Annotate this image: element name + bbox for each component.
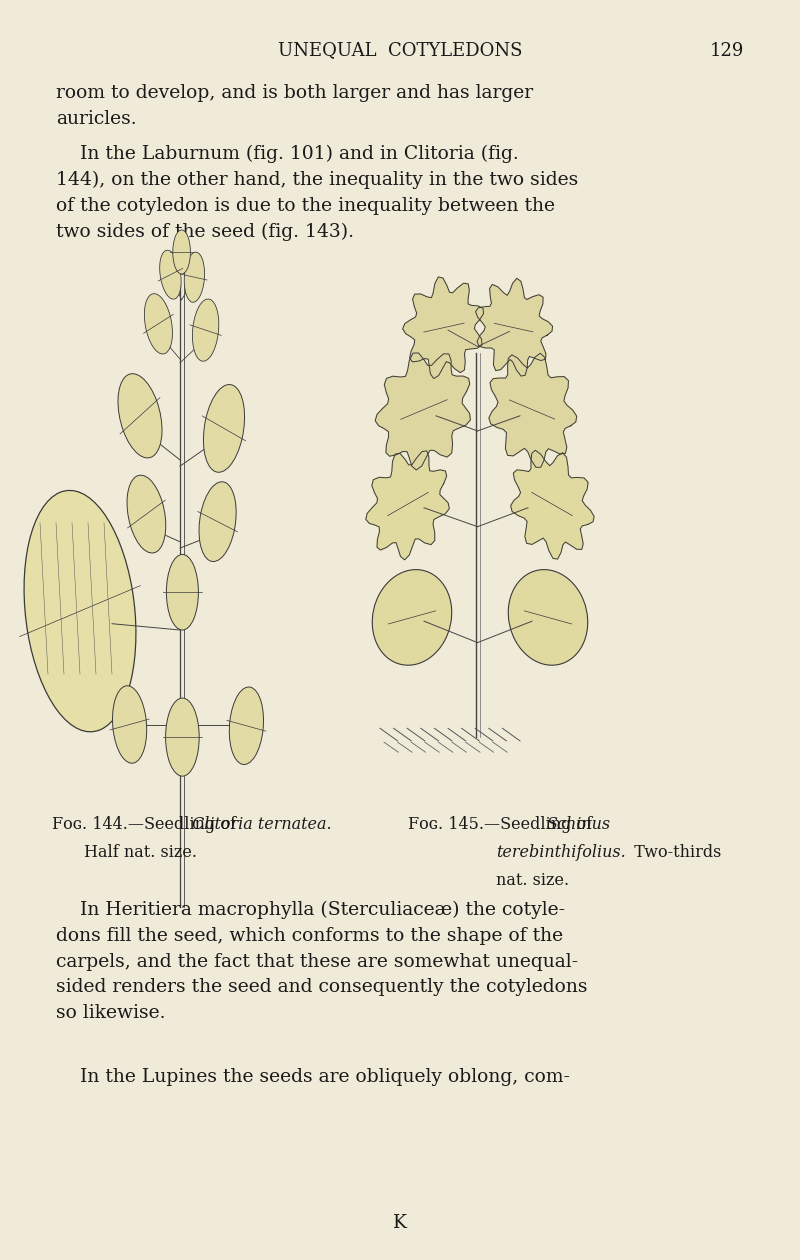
Ellipse shape [160, 251, 181, 299]
Ellipse shape [173, 229, 190, 275]
Text: Half nat. size.: Half nat. size. [83, 844, 197, 861]
Ellipse shape [144, 294, 173, 354]
Ellipse shape [166, 698, 199, 776]
Text: nat. size.: nat. size. [496, 872, 569, 888]
Text: terebinthifolius.: terebinthifolius. [496, 844, 626, 861]
Ellipse shape [372, 570, 452, 665]
Text: Clitoria ternatea.: Clitoria ternatea. [192, 816, 332, 833]
Text: Two-thirds: Two-thirds [624, 844, 722, 861]
Ellipse shape [203, 384, 245, 472]
Ellipse shape [193, 299, 218, 362]
Ellipse shape [166, 554, 198, 630]
Text: 129: 129 [710, 42, 744, 59]
Text: In the Laburnum (fig. 101) and in Clitoria (fig.
144), on the other hand, the in: In the Laburnum (fig. 101) and in Clitor… [56, 145, 578, 241]
Text: Schinus: Schinus [546, 816, 610, 833]
Polygon shape [402, 277, 483, 378]
Ellipse shape [118, 374, 162, 457]
Ellipse shape [199, 481, 236, 562]
Text: Fᴏɢ. 145.—Seedling of: Fᴏɢ. 145.—Seedling of [408, 816, 598, 833]
Ellipse shape [508, 570, 588, 665]
Text: UNEQUAL  COTYLEDONS: UNEQUAL COTYLEDONS [278, 42, 522, 59]
Polygon shape [489, 353, 577, 467]
Text: room to develop, and is both larger and has larger
auricles.: room to develop, and is both larger and … [56, 84, 533, 129]
Ellipse shape [24, 490, 136, 732]
Text: Fᴏɢ. 144.—Seedling of: Fᴏɢ. 144.—Seedling of [52, 816, 241, 833]
Ellipse shape [113, 685, 146, 764]
Text: In the Lupines the seeds are obliquely oblong, com-: In the Lupines the seeds are obliquely o… [56, 1068, 570, 1086]
Polygon shape [366, 451, 450, 559]
Polygon shape [510, 450, 594, 559]
Ellipse shape [127, 475, 166, 553]
Polygon shape [475, 278, 553, 375]
Ellipse shape [184, 252, 205, 302]
Text: In Heritiera macrophylla (Sterculiaceæ) the cotyle-
dons fill the seed, which co: In Heritiera macrophylla (Sterculiaceæ) … [56, 901, 587, 1022]
Polygon shape [375, 353, 470, 470]
Text: K: K [393, 1215, 407, 1232]
Ellipse shape [230, 687, 263, 765]
